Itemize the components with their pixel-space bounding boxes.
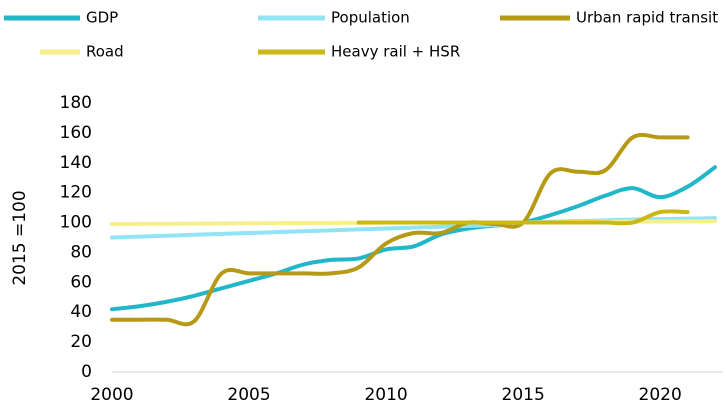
y-tick-label: 180 (60, 93, 92, 113)
x-tick-label: 2010 (364, 385, 407, 405)
y-axis-label: 2015 =100 (10, 190, 30, 285)
series-line (110, 165, 717, 312)
legend-label: Population (331, 9, 410, 27)
legend-label: GDP (86, 9, 118, 27)
y-tick-label: 140 (60, 153, 92, 173)
legend-label: Urban rapid transit (576, 9, 718, 27)
y-tick-label: 60 (70, 272, 92, 292)
y-tick-label: 80 (70, 242, 92, 262)
y-tick-label: 120 (60, 183, 92, 203)
y-tick-label: 40 (70, 302, 92, 322)
y-tick-label: 100 (60, 213, 92, 233)
series-line (110, 132, 690, 327)
x-tick-label: 2020 (639, 385, 682, 405)
x-tick-label: 2000 (90, 385, 133, 405)
x-tick-label: 2015 (502, 385, 545, 405)
legend-label: Road (86, 43, 124, 61)
y-tick-label: 0 (81, 362, 92, 382)
legend-label: Heavy rail + HSR (331, 43, 460, 61)
series-line (356, 209, 690, 226)
y-tick-label: 160 (60, 123, 92, 143)
y-tick-label: 20 (70, 332, 92, 352)
x-tick-label: 2005 (227, 385, 270, 405)
